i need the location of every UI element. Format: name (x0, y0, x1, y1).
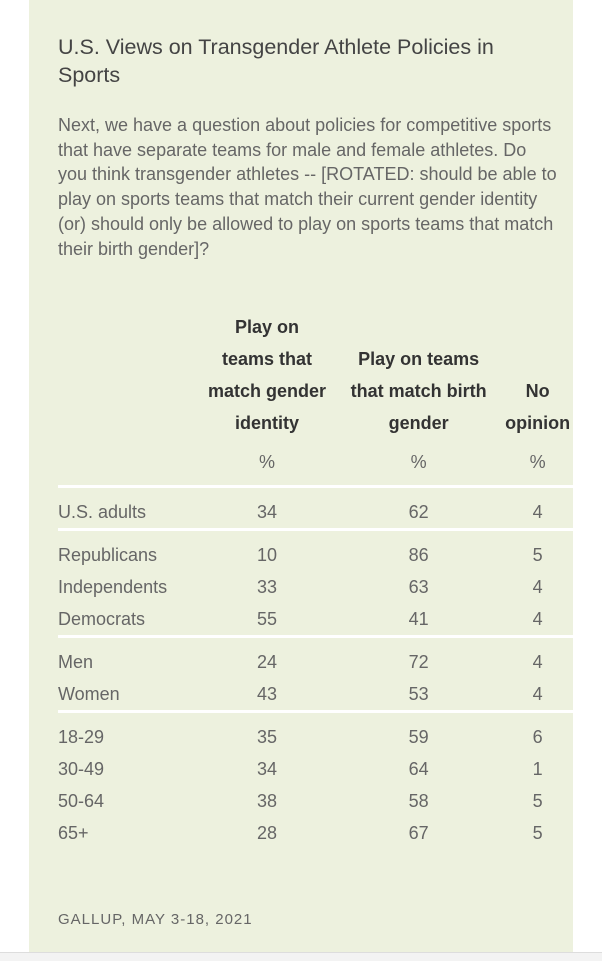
header-row: Play on teams that match gender identity… (58, 311, 573, 439)
cell-value: 38 (256, 790, 278, 811)
cell-value: 4 (532, 576, 543, 597)
table-row: 30-49 34 64 1 (58, 753, 573, 785)
cell-value: 58 (408, 790, 429, 811)
cell-value: 28 (256, 822, 278, 843)
cell-value: 4 (532, 683, 543, 704)
cell-value: 4 (532, 608, 543, 629)
unit-label: % (258, 451, 275, 472)
cell-value: 34 (256, 501, 278, 522)
table-row: Independents 33 63 4 (58, 571, 573, 603)
header-no-opinion: No opinion (505, 381, 571, 433)
cell-value: 33 (256, 576, 278, 597)
table-row: 65+ 28 67 5 (58, 817, 573, 849)
cell-value: 34 (256, 758, 278, 779)
cell-value: 1 (532, 758, 543, 779)
chart-title: U.S. Views on Transgender Athlete Polici… (58, 35, 494, 87)
header-gender-identity: Play on teams that match gender identity (207, 317, 327, 433)
results-table: Play on teams that match gender identity… (58, 311, 573, 849)
cell-value: 62 (408, 501, 429, 522)
table-row: Women 43 53 4 (58, 678, 573, 712)
cell-value: 5 (532, 790, 543, 811)
table-row: Democrats 55 41 4 (58, 603, 573, 637)
row-label: Men (58, 651, 94, 672)
table-row: U.S. adults 34 62 4 (58, 496, 573, 530)
row-label: Women (58, 683, 120, 704)
row-label: 65+ (58, 822, 89, 843)
row-label: 18-29 (58, 726, 105, 747)
row-label: 50-64 (58, 790, 105, 811)
row-label: Republicans (58, 544, 158, 565)
header-blank (58, 311, 199, 439)
cell-value: 24 (256, 651, 278, 672)
cell-value: 86 (408, 544, 429, 565)
cell-value: 35 (256, 726, 278, 747)
cell-value: 4 (532, 651, 543, 672)
row-label: Independents (58, 576, 168, 597)
table-row: 18-29 35 59 6 (58, 721, 573, 753)
group-divider (58, 528, 573, 539)
table-body: % % % U.S. adults 34 62 4 Republicans 10 86 5 In… (58, 439, 573, 849)
row-label: Democrats (58, 608, 146, 629)
cell-value: 72 (408, 651, 429, 672)
cell-value: 64 (408, 758, 429, 779)
group-divider (58, 710, 573, 721)
cell-value: 67 (408, 822, 429, 843)
cell-value: 41 (408, 608, 429, 629)
row-label: 30-49 (58, 758, 105, 779)
unit-row: % % % (58, 439, 573, 487)
unit-label: % (410, 451, 427, 472)
bottom-bar (0, 952, 602, 961)
table-row: Men 24 72 4 (58, 646, 573, 678)
cell-value: 4 (532, 501, 543, 522)
unit-label: % (529, 451, 546, 472)
cell-value: 43 (256, 683, 278, 704)
table-row: Republicans 10 86 5 (58, 539, 573, 571)
cell-value: 59 (408, 726, 429, 747)
cell-value: 55 (256, 608, 278, 629)
source-footer: GALLUP, MAY 3-18, 2021 (58, 911, 253, 928)
table-row: 50-64 38 58 5 (58, 785, 573, 817)
row-label: U.S. adults (58, 501, 147, 522)
cell-value: 53 (408, 683, 429, 704)
cell-value: 5 (532, 822, 543, 843)
survey-question: Next, we have a question about policies … (58, 115, 557, 259)
cell-value: 6 (532, 726, 543, 747)
group-divider (58, 635, 573, 646)
group-divider (58, 485, 573, 496)
header-birth-gender: Play on teams that match birth gender (350, 349, 487, 433)
chart-panel: U.S. Views on Transgender Athlete Polici… (29, 0, 573, 952)
cell-value: 63 (408, 576, 429, 597)
cell-value: 5 (532, 544, 543, 565)
cell-value: 10 (256, 544, 278, 565)
